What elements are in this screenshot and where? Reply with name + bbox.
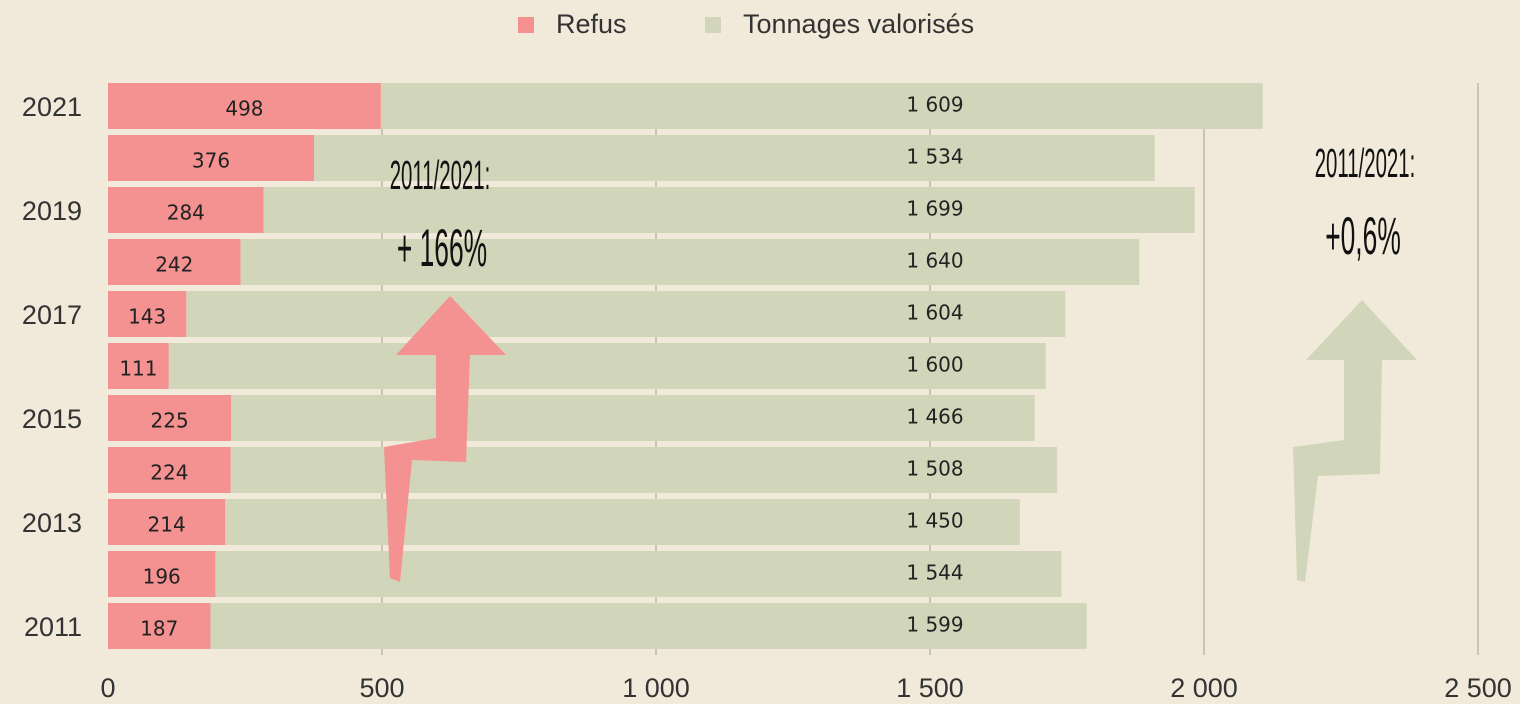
bar: [108, 499, 226, 545]
data-label: 1 508: [906, 457, 963, 481]
data-label: 196: [143, 565, 181, 589]
data-label: 1 450: [906, 509, 963, 533]
bar: [108, 291, 187, 337]
x-tick-label: 2 500: [1444, 673, 1512, 703]
y-tick-label: 2019: [22, 196, 82, 226]
data-label: 1 699: [906, 197, 963, 221]
bar: [108, 603, 211, 649]
bar: [231, 395, 1035, 441]
data-label: 1 599: [906, 613, 963, 637]
bar: [380, 83, 1263, 129]
bar: [314, 135, 1155, 181]
green-arrow: [1293, 300, 1417, 582]
bar: [210, 603, 1087, 649]
data-label: 284: [167, 201, 205, 225]
data-label: 376: [192, 149, 230, 173]
legend-label: Refus: [556, 9, 627, 39]
bar: [186, 291, 1066, 337]
x-tick-label: 1 000: [622, 673, 690, 703]
x-tick-label: 2 000: [1170, 673, 1238, 703]
data-label: 1 534: [906, 145, 963, 169]
data-label: 1 544: [906, 561, 963, 585]
y-tick-label: 2013: [22, 508, 82, 538]
annotation: 2011/2021:: [1315, 140, 1416, 186]
bar: [108, 135, 315, 181]
y-tick-label: 2011: [24, 612, 82, 642]
legend-swatch: [518, 17, 534, 33]
annotation: +0,6%: [1325, 206, 1401, 265]
data-label: 214: [148, 513, 186, 537]
bar: [240, 239, 1140, 285]
red-arrow: [384, 296, 506, 582]
data-label: 111: [119, 357, 157, 381]
bar: [108, 187, 264, 233]
y-tick-label: 2017: [22, 300, 82, 330]
data-label: 1 600: [906, 353, 963, 377]
data-label: 1 604: [906, 301, 963, 325]
data-label: 1 640: [906, 249, 963, 273]
data-label: 498: [225, 97, 263, 121]
bar: [108, 551, 216, 597]
x-tick-label: 1 500: [896, 673, 964, 703]
annotation: + 166%: [397, 218, 487, 277]
bar: [215, 551, 1062, 597]
bar: [108, 83, 381, 129]
data-label: 224: [150, 461, 188, 485]
bar: [230, 447, 1058, 493]
y-tick-label: 2015: [22, 404, 82, 434]
data-label: 225: [151, 409, 189, 433]
data-label: 1 609: [906, 93, 963, 117]
x-tick-label: 0: [100, 673, 115, 703]
data-label: 1 466: [906, 405, 963, 429]
y-tick-label: 2021: [22, 92, 82, 122]
bar: [108, 395, 232, 441]
bar: [108, 239, 241, 285]
x-tick-label: 500: [359, 673, 404, 703]
data-label: 242: [155, 253, 193, 277]
bar: [108, 343, 169, 389]
legend-label: Tonnages valorisés: [743, 9, 974, 39]
annotation: 2011/2021:: [390, 152, 491, 198]
data-label: 143: [128, 305, 166, 329]
bar: [263, 187, 1195, 233]
data-label: 187: [140, 617, 178, 641]
bar: [225, 499, 1020, 545]
bar: [108, 447, 231, 493]
bar: [168, 343, 1046, 389]
legend-swatch: [705, 17, 721, 33]
